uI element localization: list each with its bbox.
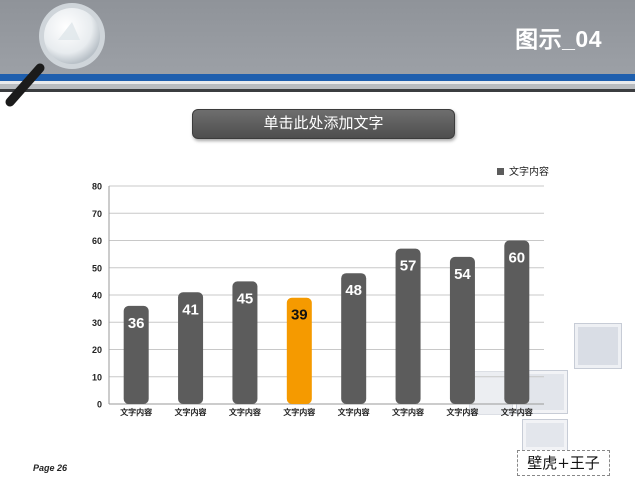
bars: 36 41 45 39 48 57 54 60: [123, 240, 530, 404]
header-divider: [0, 84, 635, 89]
bar: [123, 305, 149, 404]
subtitle-textbox[interactable]: 单击此处添加文字: [192, 109, 455, 139]
data-label: 36: [128, 315, 145, 332]
data-label: 60: [508, 250, 525, 267]
bar: [232, 281, 258, 404]
data-label: 57: [400, 258, 417, 275]
bar: [504, 240, 530, 404]
x-tick-label: 文字内容: [446, 407, 478, 417]
page-number: Page 26: [33, 463, 67, 473]
y-tick-label: 40: [92, 291, 102, 301]
header-divider: [0, 81, 635, 84]
bar: [449, 256, 475, 404]
data-label: 45: [237, 290, 254, 307]
bar: [286, 297, 312, 404]
data-label: 48: [345, 282, 362, 299]
legend-swatch: [497, 168, 504, 175]
header-divider: [0, 89, 635, 92]
x-tick-label: 文字内容: [501, 407, 533, 417]
page-number-value: 26: [57, 463, 68, 473]
y-tick-label: 70: [92, 209, 102, 219]
slide-title: 图示_04: [515, 26, 602, 52]
magnifier-icon: [5, 3, 105, 107]
x-tick-label: 文字内容: [120, 407, 152, 417]
x-tick-label: 文字内容: [175, 407, 207, 417]
data-label: 39: [291, 307, 308, 324]
legend-label: 文字内容: [509, 165, 549, 178]
header-accent-line: [0, 74, 635, 81]
y-tick-label: 0: [97, 400, 102, 410]
decorative-square: [574, 323, 622, 369]
y-tick-label: 30: [92, 318, 102, 328]
gridlines: [108, 185, 544, 405]
bar: [341, 273, 367, 404]
page-label-text: Page: [33, 463, 55, 473]
x-axis-ticks: 文字内容 文字内容 文字内容 文字内容 文字内容 文字内容 文字内容 文字内容: [120, 407, 533, 417]
y-tick-label: 20: [92, 345, 102, 355]
y-tick-label: 10: [92, 372, 102, 382]
author-watermark: 壁虎+王子: [517, 450, 610, 476]
y-tick-label: 50: [92, 263, 102, 273]
y-tick-label: 60: [92, 236, 102, 246]
data-label: 41: [182, 301, 199, 318]
header-band: [0, 0, 635, 74]
y-tick-label: 80: [92, 182, 102, 192]
bar: [395, 248, 421, 404]
x-tick-label: 文字内容: [283, 407, 315, 417]
decorative-square: [522, 419, 568, 451]
x-tick-label: 文字内容: [229, 407, 261, 417]
data-label: 54: [454, 266, 471, 283]
x-tick-label: 文字内容: [338, 407, 370, 417]
y-axis-ticks: 0 10 20 30 40 50 60 70 80: [92, 182, 102, 410]
legend: 文字内容: [497, 165, 549, 178]
bar: [178, 292, 204, 404]
x-tick-label: 文字内容: [392, 407, 424, 417]
